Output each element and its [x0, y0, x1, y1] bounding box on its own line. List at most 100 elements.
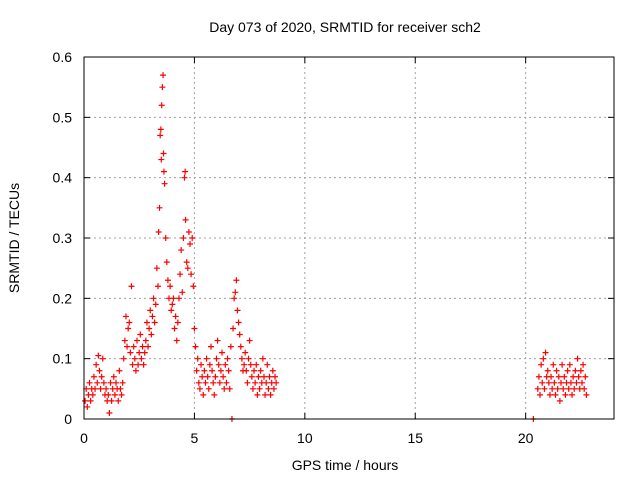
data-point [564, 367, 571, 374]
data-point [269, 367, 276, 374]
data-point [86, 379, 93, 386]
data-point [583, 391, 590, 398]
data-point [171, 325, 178, 332]
plot-frame [83, 56, 615, 420]
data-point [178, 247, 185, 254]
data-point [220, 373, 227, 380]
data-point [265, 385, 272, 392]
data-point [185, 228, 192, 235]
data-point [131, 355, 138, 362]
x-tick-label: 10 [297, 430, 313, 446]
data-point [148, 331, 155, 338]
data-point [241, 361, 248, 368]
data-point [233, 277, 240, 284]
data-point [235, 319, 242, 326]
data-point [96, 367, 103, 374]
data-point [174, 319, 181, 326]
data-point [223, 379, 230, 386]
data-point [234, 307, 241, 314]
data-point [553, 367, 560, 374]
data-point [549, 385, 556, 392]
data-point [172, 313, 179, 320]
data-point [149, 313, 156, 320]
data-point [214, 337, 221, 344]
data-point [147, 307, 154, 314]
data-point [580, 361, 587, 368]
data-point [202, 379, 209, 386]
data-point [205, 385, 212, 392]
data-point [264, 361, 271, 368]
data-point [195, 379, 202, 386]
data-point [215, 361, 222, 368]
data-point [139, 343, 146, 350]
data-point [244, 379, 251, 386]
data-point [170, 295, 177, 302]
data-point [263, 379, 270, 386]
y-tick-label: 0.2 [53, 290, 73, 306]
data-point [128, 283, 135, 290]
data-point [567, 379, 574, 386]
data-point [159, 84, 166, 91]
data-point [574, 355, 581, 362]
data-point [99, 355, 106, 362]
data-point [153, 265, 160, 272]
data-point [130, 343, 137, 350]
data-point [273, 379, 280, 386]
data-point [168, 307, 175, 314]
data-point [572, 367, 579, 374]
data-point [108, 397, 115, 404]
data-point [121, 337, 128, 344]
data-point [575, 373, 582, 380]
data-point [169, 301, 176, 308]
data-point [160, 150, 167, 157]
data-point [203, 355, 210, 362]
data-point [152, 301, 159, 308]
data-point [210, 379, 217, 386]
data-point [84, 403, 91, 410]
data-point [231, 295, 238, 302]
data-point [154, 283, 161, 290]
data-point [137, 331, 144, 338]
data-point [179, 289, 186, 296]
data-point [164, 277, 171, 284]
data-point [249, 385, 256, 392]
data-point [151, 319, 158, 326]
data-point [544, 367, 551, 374]
data-point [246, 337, 253, 344]
data-point [97, 385, 104, 392]
data-point [270, 385, 277, 392]
data-point [206, 361, 213, 368]
data-point [107, 379, 114, 386]
data-point [236, 331, 243, 338]
data-points [82, 72, 590, 422]
data-point [267, 391, 274, 398]
data-point [120, 355, 127, 362]
data-point [89, 391, 96, 398]
data-point [537, 391, 544, 398]
data-point [242, 349, 249, 356]
data-point [141, 349, 148, 356]
data-point [256, 385, 263, 392]
data-point [180, 235, 187, 241]
data-point [559, 361, 566, 368]
data-point [119, 379, 126, 386]
data-point [211, 391, 218, 398]
data-point [188, 271, 195, 278]
data-point [550, 361, 557, 368]
data-point [136, 349, 143, 356]
data-point [190, 283, 197, 290]
data-point [253, 361, 260, 368]
data-point [546, 391, 553, 398]
data-point [209, 367, 216, 374]
data-point [558, 379, 564, 386]
data-point [94, 379, 101, 386]
data-point [126, 319, 133, 326]
data-point [115, 397, 122, 404]
data-point [124, 343, 131, 350]
data-point [157, 126, 164, 133]
data-point [254, 391, 261, 398]
data-point [98, 373, 105, 380]
data-point [116, 367, 123, 374]
data-point [260, 373, 267, 380]
